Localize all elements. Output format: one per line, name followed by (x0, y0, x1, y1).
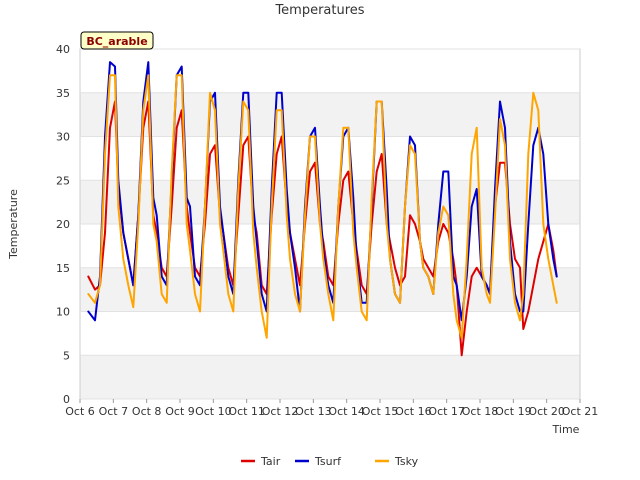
grid-band (80, 355, 580, 399)
x-tick-label: Oct 10 (195, 405, 232, 418)
series-lines (87, 61, 558, 357)
x-tick-label: Oct 6 (65, 405, 95, 418)
x-tick-label: Oct 8 (132, 405, 162, 418)
site-badge: BC_arable (80, 31, 154, 50)
grid-band (80, 311, 580, 356)
chart-title: Temperatures (274, 3, 364, 18)
site-badge-box (80, 31, 154, 50)
series-line-tsky (87, 74, 558, 339)
y-tick-label: 30 (56, 131, 70, 144)
x-axis-label: Time (552, 423, 580, 436)
site-badge-label: BC_arable (86, 35, 147, 48)
x-tick-label: Oct 15 (362, 405, 399, 418)
x-tick-label: Oct 20 (528, 405, 565, 418)
y-tick-label: 40 (56, 43, 70, 56)
legend-label-tsky: Tsky (394, 455, 419, 468)
x-tick-label: Oct 9 (165, 405, 195, 418)
y-tick-label: 20 (56, 218, 70, 231)
y-tick-label: 25 (56, 174, 70, 187)
grid-band (80, 224, 580, 268)
x-tick-label: Oct 16 (395, 405, 432, 418)
x-tick-label: Oct 13 (295, 405, 332, 418)
grid-band (80, 92, 580, 137)
x-tick-label: Oct 18 (462, 405, 499, 418)
legend: Tair Tsurf Tsky (241, 455, 419, 468)
x-tick-label: Oct 7 (99, 405, 129, 418)
y-axis-ticks: 0 5 10 15 20 25 30 35 40 (56, 43, 580, 406)
y-axis-label: Temperature (7, 189, 20, 260)
x-tick-label: Oct 12 (262, 405, 299, 418)
legend-label-tsurf: Tsurf (314, 455, 342, 468)
grid-band (80, 49, 580, 93)
y-tick-label: 5 (63, 349, 70, 362)
y-tick-label: 15 (56, 262, 70, 275)
x-tick-label: Oct 21 (562, 405, 599, 418)
legend-label-tair: Tair (260, 455, 281, 468)
x-tick-label: Oct 11 (228, 405, 265, 418)
y-tick-label: 0 (63, 393, 70, 406)
x-tick-label: Oct 17 (428, 405, 465, 418)
y-tick-label: 10 (56, 306, 70, 319)
x-tick-label: Oct 19 (495, 405, 532, 418)
x-tick-label: Oct 14 (328, 405, 365, 418)
y-tick-label: 35 (56, 87, 70, 100)
